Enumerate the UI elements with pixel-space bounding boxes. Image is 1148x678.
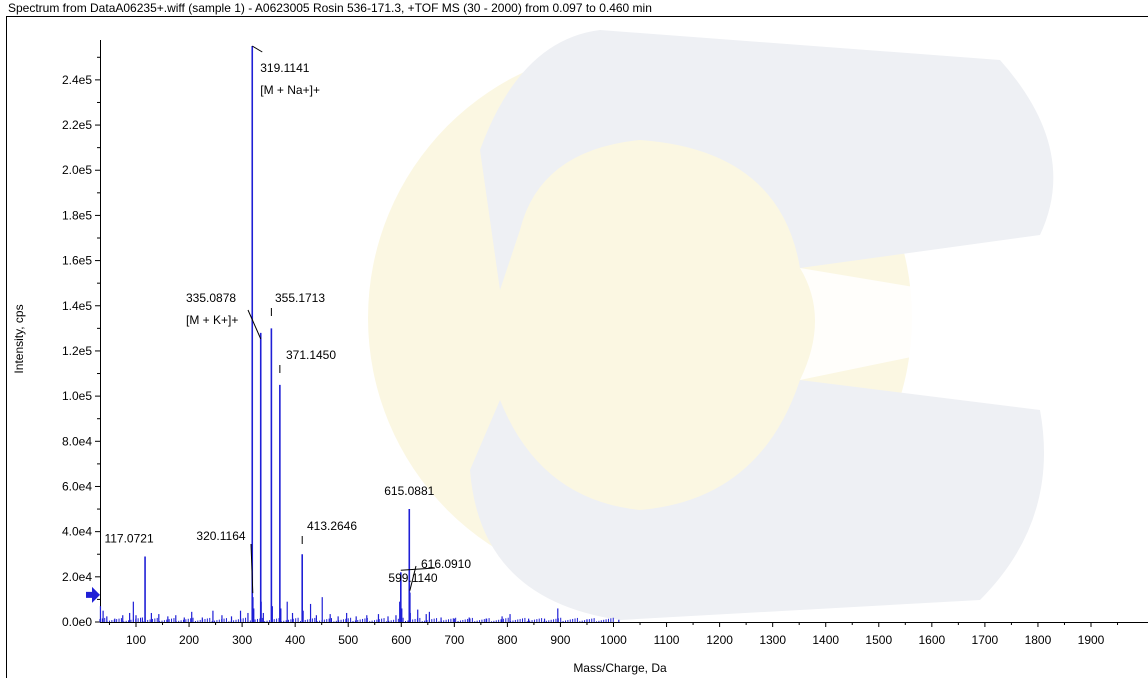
- x-tick-label: 800: [497, 633, 517, 647]
- y-tick-label: 2.0e4: [62, 570, 92, 584]
- major-peaks: [144, 46, 411, 622]
- y-axis-label: Intensity, cps: [12, 304, 26, 373]
- y-axis: 0.0e0 2.0e4 4.0e4 6.0e4 8.0e4 1.0e5 1.2e5 1.4e5…: [62, 40, 101, 629]
- x-tick-label: 400: [285, 633, 305, 647]
- peak-annotation: [M + Na+]+: [260, 83, 320, 97]
- y-tick-label: 2.4e5: [62, 73, 92, 87]
- x-tick-label: 1100: [654, 633, 680, 647]
- peak-leader-line: [400, 567, 436, 571]
- x-tick-label: 200: [179, 633, 199, 647]
- peak-label: 319.1141: [260, 61, 309, 75]
- spectrum-title: Spectrum from DataA06235+.wiff (sample 1…: [8, 1, 652, 15]
- peak-label: 371.1450: [286, 348, 336, 362]
- peak-label: 335.0878: [186, 291, 236, 305]
- peak-leader-line: [251, 45, 263, 53]
- watermark-logo: [368, 30, 1100, 620]
- x-tick-label: 500: [338, 633, 358, 647]
- minor-peaks: [99, 597, 620, 622]
- y-tick-label: 1.4e5: [62, 299, 92, 313]
- baseline-arrow-icon: [86, 586, 100, 603]
- peak-leader-line: [250, 543, 254, 594]
- peak-leader-line: [409, 565, 417, 591]
- x-axis: 100 200 300 400 500 600 700 800 900 1000 1100 1200 1…: [100, 622, 1148, 647]
- x-axis-label: Mass/Charge, Da: [573, 661, 667, 675]
- y-tick-label: 1.8e5: [62, 208, 92, 222]
- x-tick-label: 1200: [706, 633, 733, 647]
- x-tick-label: 900: [550, 633, 570, 647]
- peak-label: 615.0881: [384, 484, 434, 498]
- y-tick-label: 1.0e5: [62, 389, 92, 403]
- peak-annotation: [M + K+]+: [186, 313, 238, 327]
- x-tick-label: 1000: [600, 633, 627, 647]
- y-tick-label: 2.2e5: [62, 118, 92, 132]
- watermark-lower-band: [470, 380, 1044, 620]
- x-tick-label: 1800: [1025, 633, 1052, 647]
- watermark-upper-band: [480, 30, 1054, 290]
- peak-label: 117.0721: [104, 531, 153, 545]
- x-tick-label: 1900: [1078, 633, 1105, 647]
- x-tick-label: 1500: [865, 633, 892, 647]
- watermark-wedge: [800, 268, 1100, 380]
- x-tick-label: 700: [444, 633, 464, 647]
- x-tick-label: 1700: [972, 633, 999, 647]
- y-tick-label: 6.0e4: [62, 479, 92, 493]
- x-tick-label: 1600: [918, 633, 945, 647]
- peak-leader-line: [247, 309, 262, 340]
- y-tick-label: 0.0e0: [62, 615, 92, 629]
- peak-labels: 117.0721 319.1141 [M + Na+]+ 320.1164 335.08…: [104, 45, 471, 594]
- peak-label: 355.1713: [275, 291, 325, 305]
- x-tick-label: 600: [391, 633, 411, 647]
- y-tick-label: 2.0e5: [62, 163, 92, 177]
- y-tick-label: 1.6e5: [62, 254, 92, 268]
- y-tick-label: 8.0e4: [62, 434, 92, 448]
- peak-label: 413.2646: [307, 519, 357, 533]
- y-tick-label: 4.0e4: [62, 525, 92, 539]
- x-tick-label: 100: [126, 633, 146, 647]
- peak-label: 616.0910: [421, 557, 471, 571]
- peak-label: 320.1164: [196, 529, 245, 543]
- y-tick-label: 1.2e5: [62, 344, 92, 358]
- baseline-marker: [86, 586, 100, 603]
- x-tick-label: 1300: [759, 633, 786, 647]
- x-tick-label: 1400: [812, 633, 839, 647]
- x-tick-label: 300: [232, 633, 252, 647]
